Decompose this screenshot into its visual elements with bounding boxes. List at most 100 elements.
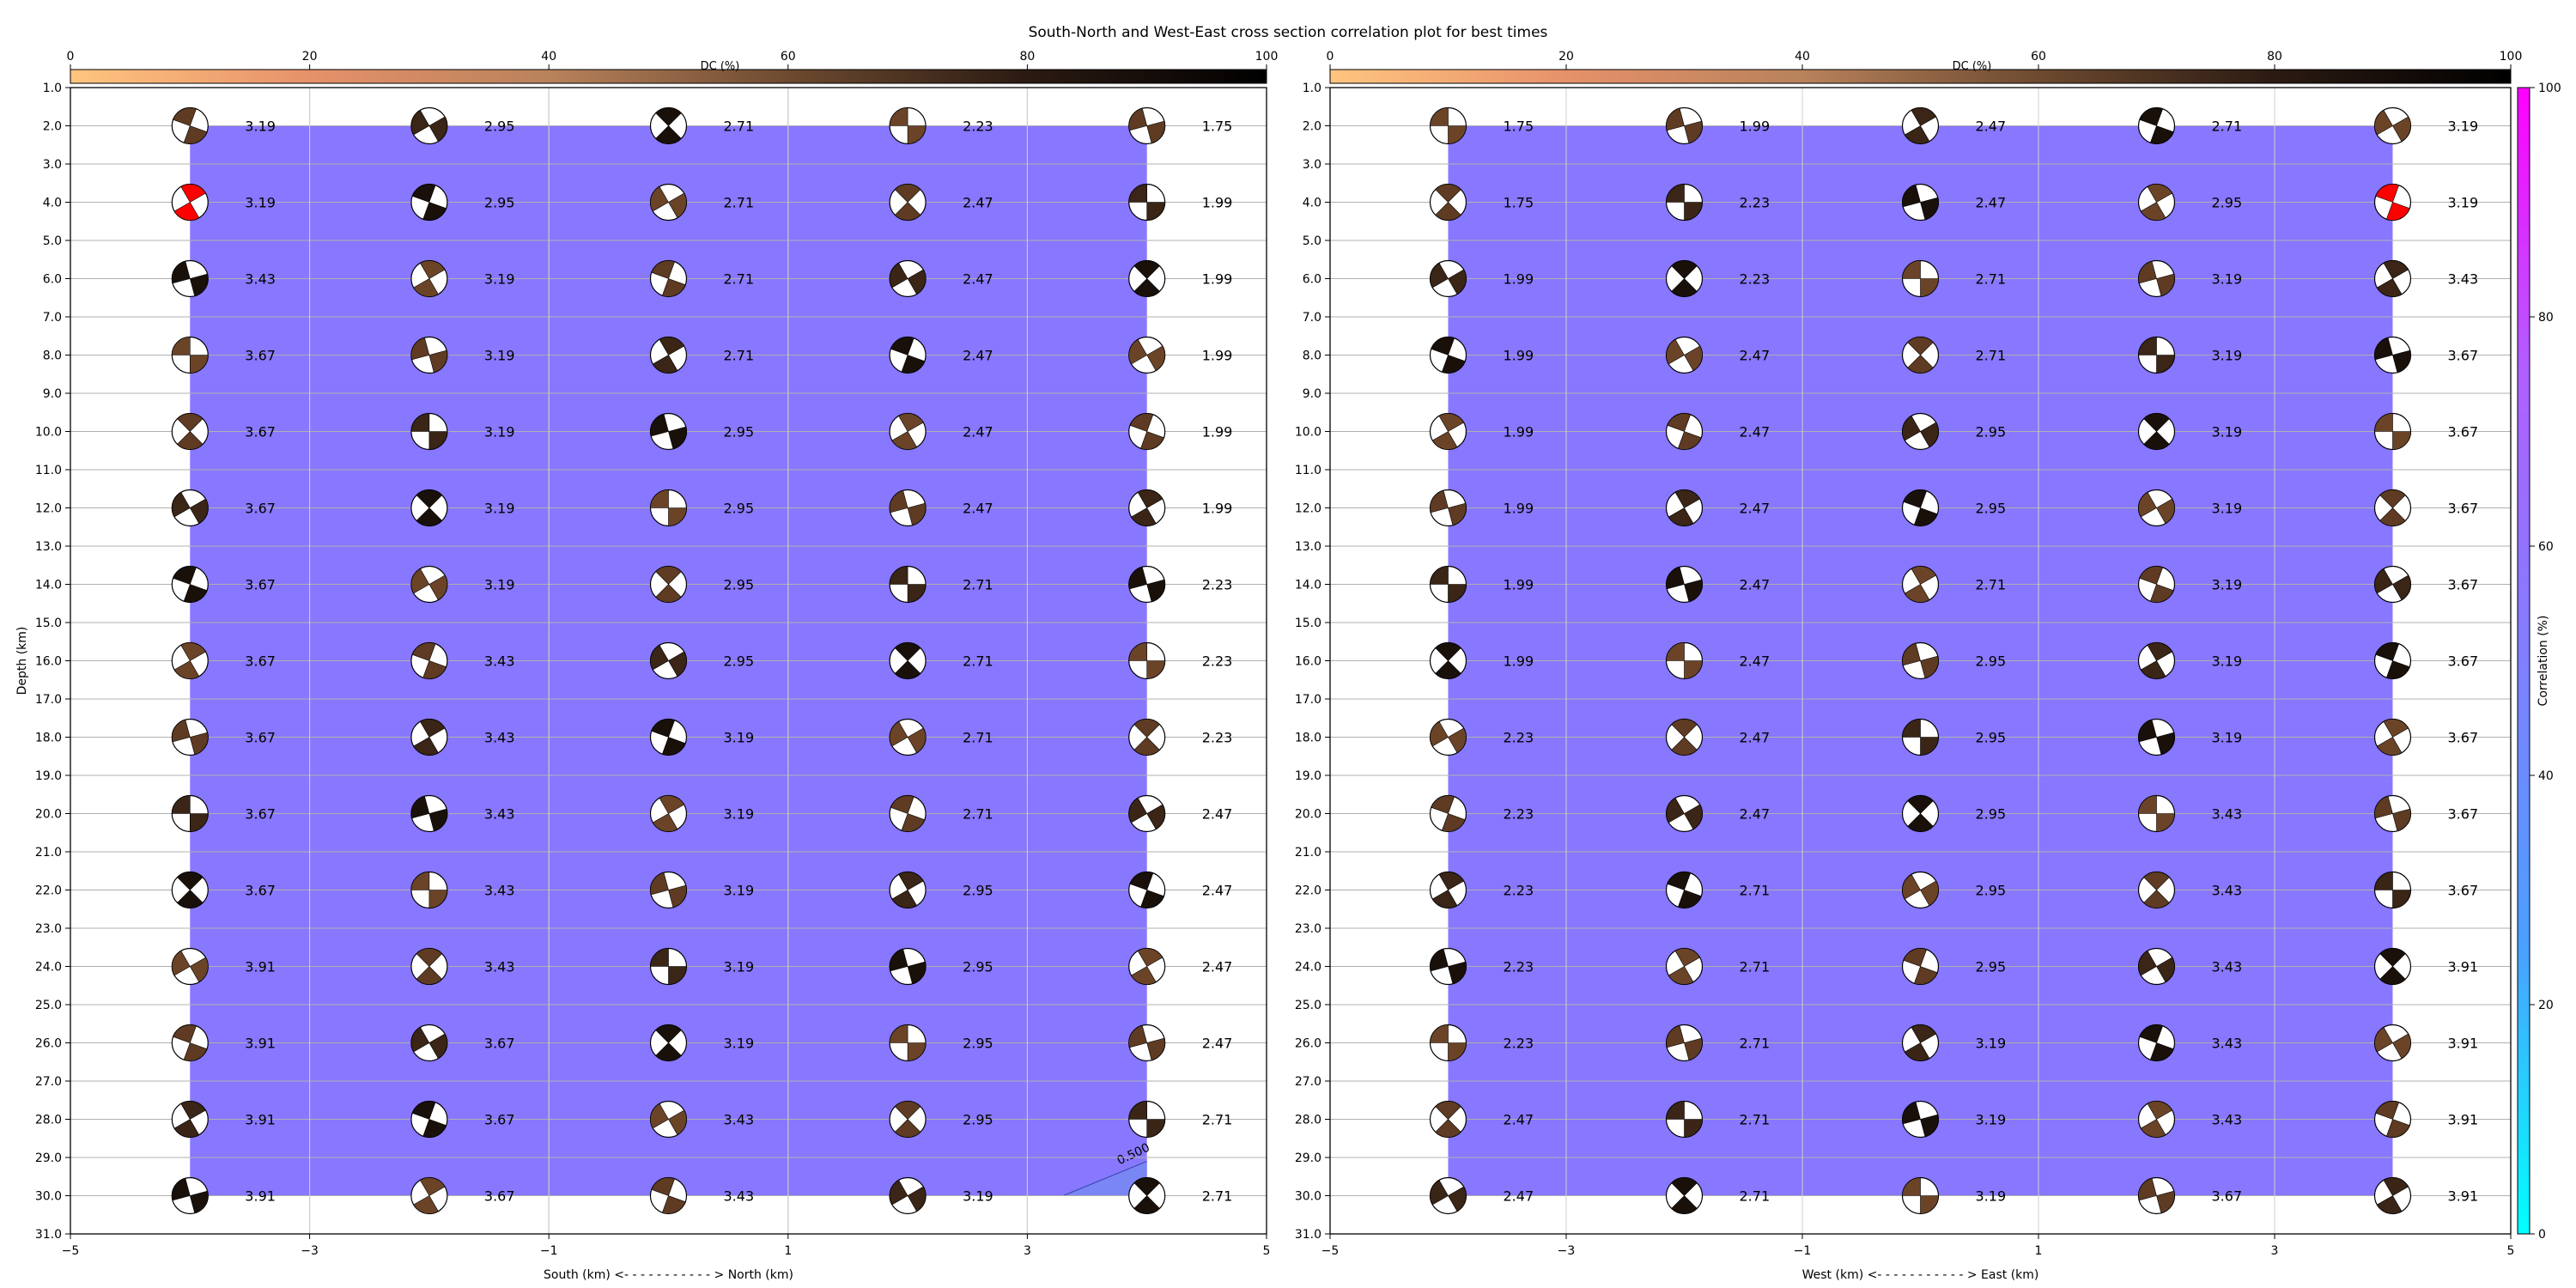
beachball-quadrant: [411, 1101, 436, 1120]
beachball-quadrant: [1129, 872, 1154, 890]
dc-tick-label: 60: [2031, 50, 2046, 64]
y-tick-label: 18.0: [35, 732, 62, 745]
beachball-quadrant: [2138, 719, 2157, 743]
beachball-quadrant: [1431, 795, 1455, 814]
beachball-quadrant: [1666, 642, 1685, 661]
beachball: [2137, 106, 2176, 145]
beachball: [1128, 412, 1166, 451]
beachball-quadrant: [180, 184, 206, 203]
y-tick-label: 6.0: [43, 273, 62, 287]
beachball: [1665, 1100, 1704, 1139]
beachball-quadrant: [1902, 1101, 1921, 1125]
beachball-quadrant: [190, 355, 209, 374]
x-tick-label: −5: [1321, 1244, 1340, 1258]
beachball: [889, 565, 927, 604]
data-label: 2.95: [1976, 424, 2007, 440]
beachball: [1665, 718, 1704, 756]
data-label: 2.95: [724, 653, 755, 670]
beachball: [1429, 1100, 1467, 1139]
dc-tick-label: 80: [2267, 50, 2282, 64]
beachball-quadrant: [2143, 872, 2170, 890]
data-label: 1.75: [1504, 118, 1534, 135]
beachball-quadrant: [894, 642, 921, 661]
beachball-quadrant: [1430, 720, 1449, 747]
y-tick-label: 11.0: [35, 464, 62, 477]
data-label: 2.47: [963, 348, 993, 364]
data-label: 2.47: [1740, 577, 1771, 593]
y-tick-label: 31.0: [35, 1228, 62, 1242]
beachball-quadrant: [1430, 1024, 1449, 1043]
beachball: [410, 336, 448, 374]
beachball-quadrant: [1128, 1101, 1147, 1120]
beachball: [1665, 1024, 1704, 1062]
beachball-quadrant: [428, 116, 448, 143]
beachball-quadrant: [173, 1119, 200, 1138]
beachball-quadrant: [410, 1026, 430, 1053]
beachball: [1128, 106, 1166, 145]
beachball-quadrant: [1903, 948, 1928, 967]
beachball-quadrant: [1902, 184, 1921, 208]
data-label: 3.67: [2448, 501, 2479, 517]
beachball: [1901, 336, 1940, 374]
beachball-quadrant: [659, 337, 685, 355]
beachball-quadrant: [2138, 337, 2157, 355]
beachball: [171, 412, 209, 451]
beachball: [2137, 718, 2176, 756]
data-label: 2.71: [724, 118, 755, 135]
beachball-quadrant: [2147, 1101, 2173, 1120]
beachball-quadrant: [1671, 1177, 1698, 1196]
beachball-quadrant: [428, 890, 448, 908]
data-label: 2.95: [963, 959, 993, 975]
y-tick-label: 31.0: [1295, 1228, 1321, 1242]
beachball-quadrant: [422, 660, 447, 679]
beachball-quadrant: [1666, 338, 1685, 365]
beachball-quadrant: [411, 184, 436, 203]
beachball-quadrant: [907, 125, 927, 144]
beachball-quadrant: [1666, 566, 1685, 590]
best-solution-beachball: [2373, 183, 2412, 222]
data-label: 1.99: [1504, 348, 1534, 364]
beachball-quadrant: [1146, 579, 1165, 603]
x-tick-label: 1: [784, 1244, 792, 1258]
beachball: [410, 565, 448, 604]
beachball-quadrant: [651, 1177, 676, 1196]
data-label: 2.71: [1740, 1036, 1771, 1052]
beachball-quadrant: [2376, 278, 2403, 297]
correlation-tick-label: 20: [2538, 999, 2554, 1012]
y-tick-label: 22.0: [1295, 884, 1321, 898]
beachball-quadrant: [907, 727, 927, 754]
data-label: 3.19: [2212, 348, 2243, 364]
data-label: 3.19: [484, 271, 515, 288]
beachball-quadrant: [1907, 795, 1934, 814]
beachball-quadrant: [1146, 345, 1166, 372]
y-tick-label: 24.0: [35, 961, 62, 975]
data-label: 3.43: [2212, 1036, 2243, 1052]
data-label: 3.43: [245, 271, 276, 288]
y-tick-label: 25.0: [35, 999, 62, 1012]
y-tick-label: 5.0: [1303, 234, 1321, 248]
beachball: [2373, 718, 2412, 756]
beachball-quadrant: [889, 1024, 908, 1043]
y-tick-label: 24.0: [1295, 961, 1321, 975]
beachball: [1429, 641, 1467, 680]
x-tick-label: 1: [2035, 1244, 2043, 1258]
beachball-quadrant: [661, 1195, 686, 1214]
data-label: 1.75: [1504, 195, 1534, 211]
beachball-quadrant: [1911, 1024, 1937, 1043]
data-label: 2.95: [724, 424, 755, 440]
data-label: 2.95: [484, 118, 515, 135]
data-label: 3.19: [2212, 424, 2243, 440]
beachball-quadrant: [1128, 642, 1147, 661]
beachball-quadrant: [2143, 890, 2170, 908]
beachball-quadrant: [190, 813, 209, 832]
beachball-quadrant: [1133, 260, 1160, 279]
data-label: 2.23: [1504, 959, 1534, 975]
y-tick-label: 12.0: [35, 502, 62, 516]
y-tick-label: 11.0: [1295, 464, 1321, 477]
dc-tick-label: 40: [541, 50, 556, 64]
beachball-quadrant: [1902, 1177, 1921, 1196]
data-label: 1.99: [1202, 501, 1233, 517]
beachball-quadrant: [1666, 184, 1685, 203]
beachball-quadrant: [2392, 431, 2411, 450]
beachball-quadrant: [1435, 1119, 1461, 1138]
